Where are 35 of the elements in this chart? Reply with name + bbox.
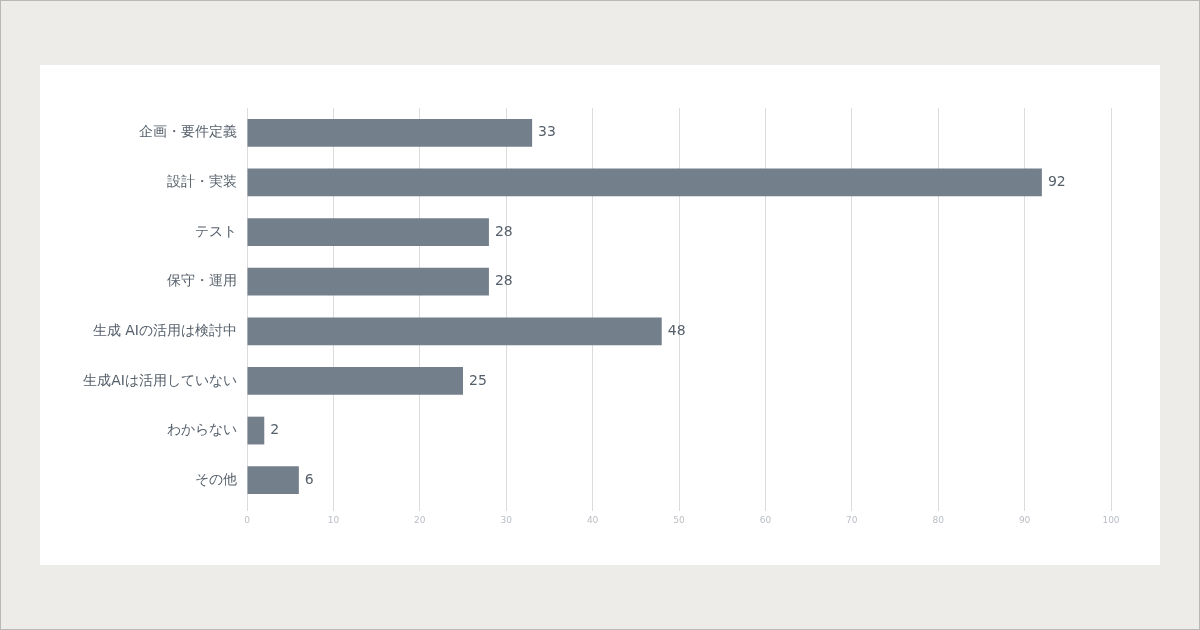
y-tick-label: テスト bbox=[195, 222, 237, 239]
x-tick-label: 80 bbox=[932, 514, 945, 525]
y-tick-label: 保守・運用 bbox=[167, 272, 237, 289]
x-tick-label: 50 bbox=[673, 514, 685, 525]
data-label: 33 bbox=[538, 123, 556, 140]
x-tick-label: 10 bbox=[327, 514, 340, 525]
x-tick-label: 90 bbox=[1018, 514, 1031, 525]
bar bbox=[247, 168, 1042, 197]
x-tick-label: 20 bbox=[414, 514, 426, 525]
y-tick-label: 生成AIは活用していない bbox=[83, 371, 237, 388]
bar bbox=[247, 416, 265, 445]
x-tick-label: 40 bbox=[586, 514, 599, 525]
data-label: 6 bbox=[304, 470, 314, 487]
x-tick-label: 60 bbox=[759, 514, 772, 525]
bar bbox=[247, 367, 463, 395]
bar bbox=[247, 118, 533, 147]
x-tick-label: 30 bbox=[500, 514, 513, 525]
y-tick-label: わからない bbox=[167, 421, 237, 438]
bar bbox=[247, 267, 489, 296]
y-tick-label: その他 bbox=[195, 470, 237, 487]
data-label: 28 bbox=[494, 222, 513, 239]
data-label: 28 bbox=[494, 272, 513, 289]
y-tick-label: 生成 AIの活用は検討中 bbox=[92, 321, 237, 338]
bar bbox=[247, 218, 489, 246]
y-tick-label: 企画・要件定義 bbox=[139, 123, 237, 140]
x-tick-label: 0 bbox=[244, 514, 251, 525]
data-label: 92 bbox=[1047, 173, 1066, 190]
y-tick-label: 設計・実装 bbox=[167, 173, 237, 190]
bar bbox=[247, 466, 299, 495]
bar bbox=[247, 317, 662, 346]
x-tick-label: 100 bbox=[1102, 514, 1120, 525]
x-tick-label: 70 bbox=[846, 514, 858, 525]
data-label: 25 bbox=[469, 371, 487, 388]
data-label: 48 bbox=[667, 321, 686, 338]
data-label: 2 bbox=[270, 421, 280, 438]
